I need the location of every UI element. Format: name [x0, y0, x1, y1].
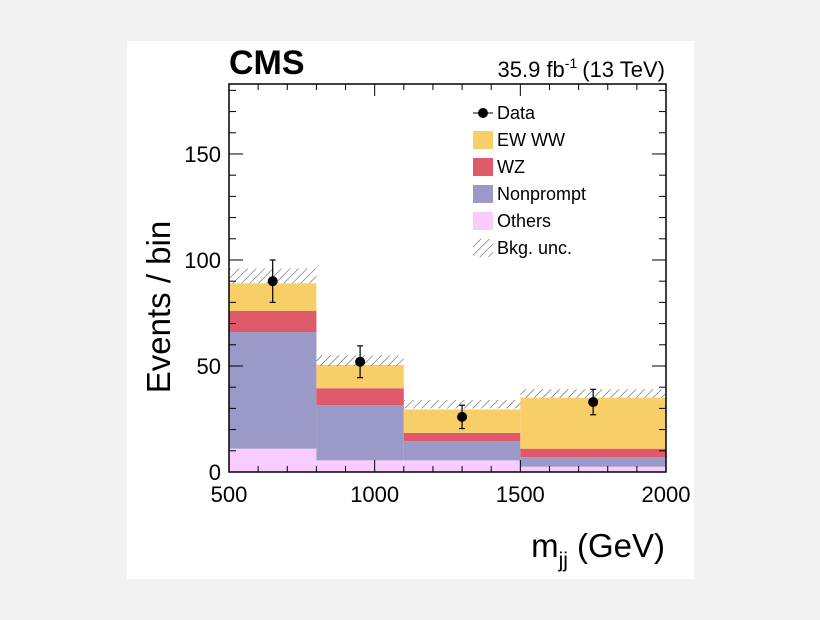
legend-label-ew-ww: EW WW	[497, 130, 565, 150]
bar-wz-bin-2	[316, 388, 404, 406]
y-tick-label-50: 50	[197, 354, 221, 379]
plot-frame	[228, 83, 667, 473]
x-tick-label-1500: 1500	[496, 482, 545, 507]
x-axis-title-main: m	[531, 527, 559, 564]
experiment-label: CMS	[229, 44, 305, 82]
bar-nonprompt-bin-1	[229, 332, 317, 449]
plot-area-border	[228, 83, 667, 473]
bkg-unc-bin-3	[403, 399, 521, 409]
legend-swatch-others	[473, 212, 493, 230]
x-axis-title-unit: (GeV)	[577, 527, 665, 564]
bar-others-bin-2	[316, 460, 404, 472]
bar-others-bin-1	[229, 448, 317, 472]
figure-canvas: CMS 35.9 fb-1 (13 TeV) Events / bin mjj (G…	[127, 41, 694, 579]
y-tick-label-150: 150	[184, 142, 221, 167]
legend-swatch-wz	[473, 158, 493, 176]
data-point-1	[267, 276, 278, 287]
legend-label-bkg-unc-: Bkg. unc.	[497, 238, 572, 258]
legend-label-others: Others	[497, 211, 551, 231]
lumi-value: 35.9 fb	[498, 57, 565, 82]
data-point-3	[457, 411, 468, 422]
legend-swatch-bkg-unc-	[473, 239, 493, 257]
legend-label-nonprompt: Nonprompt	[497, 184, 586, 204]
energy-label: (13 TeV)	[582, 57, 665, 82]
bar-nonprompt-bin-3	[403, 441, 521, 461]
x-axis-title: mjj (GeV)	[531, 527, 665, 572]
legend-swatch-nonprompt	[473, 185, 493, 203]
bar-nonprompt-bin-2	[316, 405, 404, 461]
bar-others-bin-4	[520, 466, 666, 472]
data-point-4	[588, 397, 599, 408]
axis-ticks: 500 1000 1500 2000 0 50 100 150	[184, 84, 690, 507]
x-axis-title-subscript: jj	[558, 549, 568, 572]
legend: Data EW WW WZ Nonprompt Others Bkg. unc.	[473, 103, 586, 258]
stacked-bars	[229, 283, 666, 472]
x-tick-label-500: 500	[211, 482, 248, 507]
y-axis-title: Events / bin	[140, 221, 177, 393]
x-tick-label-2000: 2000	[642, 482, 691, 507]
bar-nonprompt-bin-4	[520, 457, 666, 467]
y-tick-label-0: 0	[209, 460, 221, 485]
legend-label-wz: WZ	[497, 157, 525, 177]
bar-wz-bin-4	[520, 448, 666, 458]
data-points	[267, 259, 599, 430]
legend-swatch-ew-ww	[473, 131, 493, 149]
luminosity-label: 35.9 fb-1 (13 TeV)	[498, 55, 665, 82]
lumi-exponent: -1	[565, 55, 578, 71]
chart: CMS 35.9 fb-1 (13 TeV) Events / bin mjj (G…	[140, 44, 690, 572]
legend-marker-data	[478, 108, 488, 118]
y-tick-label-100: 100	[184, 248, 221, 273]
data-point-2	[355, 356, 366, 367]
x-tick-label-1000: 1000	[350, 482, 399, 507]
legend-label-data: Data	[497, 103, 536, 123]
bar-wz-bin-1	[229, 310, 317, 333]
bar-wz-bin-3	[403, 432, 521, 442]
